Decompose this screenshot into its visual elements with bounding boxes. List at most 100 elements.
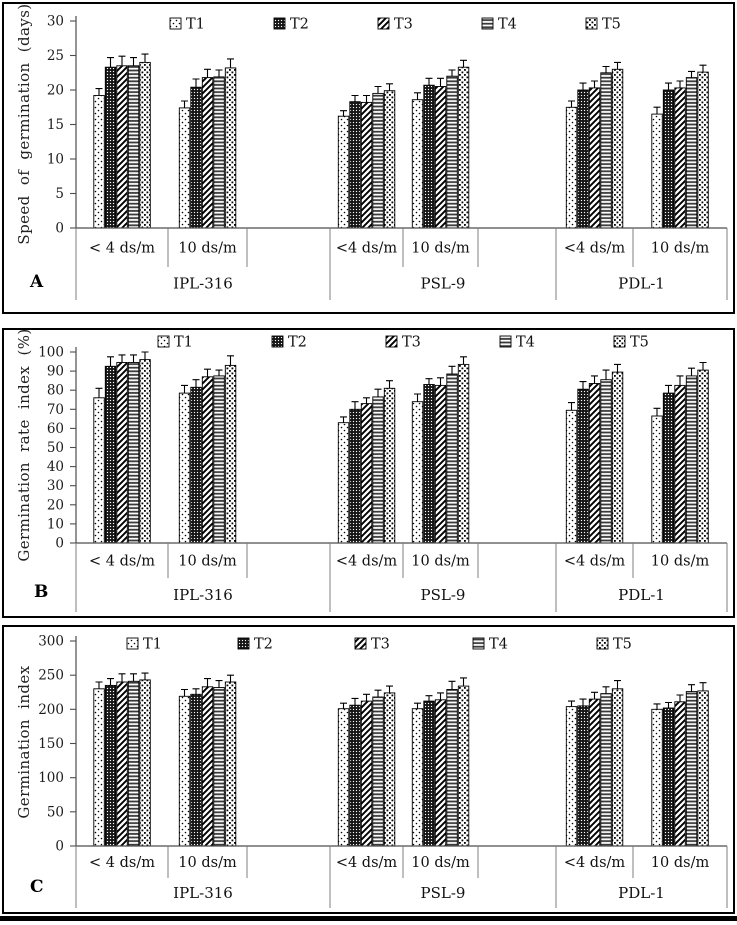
error-bar	[676, 80, 684, 88]
bar	[457, 363, 470, 544]
error-bar	[363, 94, 370, 103]
bar	[93, 95, 105, 229]
bar	[446, 373, 458, 544]
legend-label: T5	[602, 17, 621, 33]
genotype-label: PDL-1	[618, 275, 665, 293]
category-label: 10 ds/m	[178, 241, 237, 257]
legend-swatch	[613, 335, 626, 348]
panel-c: Germination index 0 50 100 150 200 250 300 < 4 …	[2, 625, 735, 914]
bar	[434, 86, 447, 229]
error-bar	[118, 354, 126, 363]
bar	[457, 685, 470, 847]
legend-label: T3	[402, 335, 421, 351]
legend-label: T1	[143, 637, 162, 653]
bar	[697, 369, 709, 544]
bar	[577, 388, 589, 544]
error-bar	[665, 384, 672, 394]
bar	[577, 705, 589, 847]
legend-swatch	[271, 335, 284, 348]
error-bar	[130, 673, 137, 682]
category-label: <4 ds/m	[336, 855, 398, 871]
error-bar	[118, 673, 126, 682]
bar	[697, 690, 709, 847]
y-tick-label: 100	[38, 770, 64, 786]
error-bar	[425, 378, 433, 385]
error-bar	[591, 80, 598, 88]
category-label: < 4 ds/m	[89, 241, 155, 257]
bar	[611, 371, 624, 544]
error-bar	[141, 351, 149, 360]
bar	[116, 362, 128, 544]
legend-swatch	[273, 17, 286, 30]
bar	[685, 375, 698, 544]
bar	[337, 115, 350, 229]
error-bar	[181, 688, 188, 697]
legend-label: T2	[288, 335, 307, 351]
genotype-label: PDL-1	[618, 586, 665, 604]
panel-b-plot: 0 10 20 30 40 50 60 70 80 90 100 < 4 ds/m 10 ds/m <4 …	[38, 335, 728, 612]
panel-b: Germination rate index (%) 0 10 20 30 40 50 60…	[2, 328, 735, 618]
error-bar	[460, 677, 467, 687]
bar	[224, 681, 237, 847]
error-bar	[363, 397, 370, 404]
error-bar	[568, 700, 575, 707]
bar	[127, 65, 140, 229]
error-bar	[386, 83, 393, 91]
bar	[457, 66, 470, 229]
bar	[411, 99, 424, 229]
bar	[685, 691, 698, 847]
y-tick-label: 25	[47, 48, 64, 64]
y-tick-label: 150	[38, 736, 64, 752]
y-tick-label: 0	[55, 221, 64, 237]
legend-label: T4	[489, 637, 508, 653]
y-tick-label: 100	[38, 345, 64, 361]
bar	[674, 701, 686, 847]
error-bar	[699, 64, 707, 73]
error-bar	[591, 691, 598, 700]
error-bar	[204, 368, 211, 377]
bar	[201, 77, 214, 229]
category-label: 10 ds/m	[178, 855, 237, 871]
y-tick-label: 60	[47, 421, 64, 437]
panel-a-plot: 0 5 10 15 20 25 30 < 4 ds/m 10 ds/m <4 ds/m 10 ds/…	[47, 14, 728, 300]
error-bar	[414, 92, 421, 100]
bar	[201, 686, 214, 847]
y-tick-label: 250	[38, 668, 64, 684]
error-bar	[340, 702, 347, 709]
error-bar	[688, 684, 695, 692]
bar	[224, 67, 237, 229]
error-bar	[95, 88, 103, 96]
y-tick-label: 20	[47, 497, 64, 513]
bar	[213, 687, 225, 847]
error-bar	[340, 110, 347, 117]
y-tick-label: 50	[47, 804, 64, 820]
bar	[423, 700, 435, 847]
bar	[600, 379, 612, 544]
error-bar	[688, 367, 695, 376]
bar	[588, 698, 601, 847]
y-tick-label: 70	[47, 402, 64, 418]
error-bar	[425, 77, 433, 86]
y-tick-label: 40	[47, 459, 64, 475]
bar	[104, 66, 117, 229]
error-bar	[425, 695, 433, 702]
bar	[360, 403, 373, 544]
category-label: 10 ds/m	[411, 855, 470, 871]
error-bar	[227, 58, 234, 68]
bar	[190, 693, 202, 847]
error-bar	[192, 379, 200, 388]
bottom-rule	[0, 916, 737, 921]
error-bar	[602, 65, 610, 73]
legend-swatch	[237, 637, 250, 650]
genotype-label: IPL-316	[173, 586, 233, 604]
error-bar	[141, 53, 149, 63]
bar	[600, 72, 612, 229]
error-bar	[374, 85, 382, 94]
genotype-label: PSL-9	[421, 275, 466, 293]
y-tick-label: 200	[38, 702, 64, 718]
legend-swatch	[481, 17, 494, 30]
error-bar	[192, 688, 200, 695]
error-bar	[614, 363, 621, 373]
error-bar	[437, 692, 444, 700]
